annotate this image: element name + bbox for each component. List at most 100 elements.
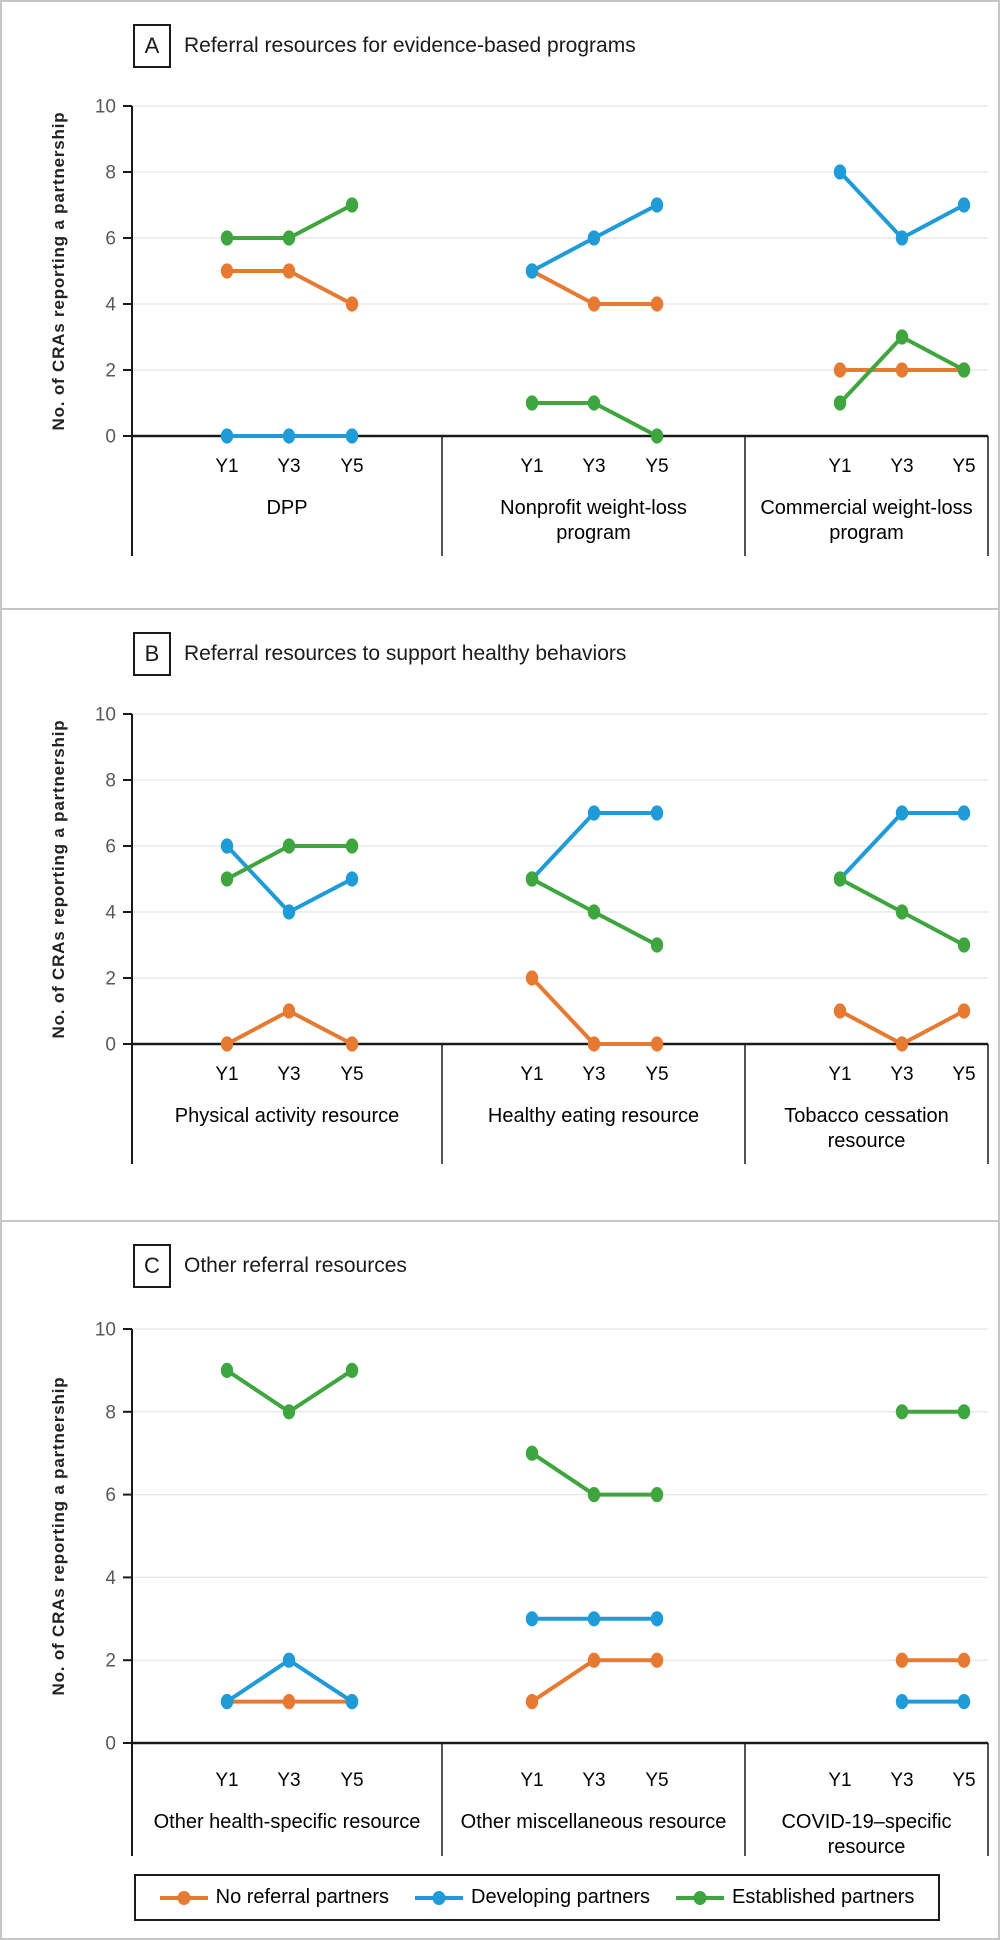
x-tick-label: Y1 — [828, 1770, 851, 1791]
legend-item: Established partners — [676, 1886, 914, 1909]
group-label: Tobacco cessation resource — [784, 1105, 949, 1152]
y-axis-label: No. of CRAs reporting a partnership — [49, 111, 68, 431]
data-point — [587, 296, 601, 312]
panel-a: 0 2 4 6 8 10 Y1 Y3 Y5 Y1 Y3 Y5 Y1 Y3 Y5 A Referral res… — [2, 2, 998, 608]
x-tick-label: Y3 — [582, 1770, 605, 1791]
legend-item: Developing partners — [415, 1886, 650, 1909]
y-tick-label: 10 — [95, 97, 116, 118]
y-tick-label: 0 — [105, 1734, 116, 1755]
data-point — [345, 1362, 359, 1378]
data-point — [587, 904, 601, 920]
group-label: Healthy eating resource — [487, 1105, 700, 1127]
data-point — [650, 1487, 664, 1503]
data-point — [957, 1694, 971, 1710]
panel-c-title: Other referral resources — [184, 1254, 407, 1277]
data-point — [525, 1611, 539, 1627]
y-tick-label: 0 — [105, 427, 116, 448]
panel-b-title: Referral resources to support healthy be… — [184, 642, 627, 665]
y-tick-label: 10 — [95, 705, 116, 726]
data-point — [282, 838, 296, 854]
group-label: Other health-specific resource — [153, 1811, 421, 1833]
data-point — [833, 362, 847, 378]
panel-letter: C — [144, 1253, 160, 1278]
x-tick-label: Y3 — [277, 456, 300, 477]
x-tick-label: Y1 — [828, 1064, 851, 1085]
panel-letter: B — [144, 641, 160, 666]
y-tick-label: 4 — [105, 295, 116, 316]
x-tick-label: Y3 — [582, 456, 605, 477]
x-tick-label: Y5 — [645, 1064, 668, 1085]
data-point — [220, 871, 234, 887]
legend-label: Developing partners — [471, 1886, 651, 1908]
data-point — [525, 395, 539, 411]
data-point — [895, 1404, 909, 1420]
y-axis-label: No. of CRAs reporting a partnership — [49, 1376, 68, 1696]
x-tick-label: Y1 — [520, 456, 543, 477]
data-point — [957, 362, 971, 378]
data-point — [525, 871, 539, 887]
y-tick-label: 8 — [105, 1402, 116, 1423]
panel-a-title-row: A Referral resources for evidence-based … — [133, 24, 636, 68]
data-point — [587, 1036, 601, 1052]
data-point — [525, 1445, 539, 1461]
x-tick-label: Y3 — [277, 1770, 300, 1791]
data-point — [650, 428, 664, 444]
data-point — [650, 1611, 664, 1627]
x-tick-label: Y5 — [340, 1064, 363, 1085]
data-point — [895, 329, 909, 345]
group-label: Other miscellaneous resource — [460, 1811, 727, 1833]
chart-plot: 0 2 4 6 8 10 Y1 Y3 Y5 Y1 Y3 Y5 Y1 Y3 Y5 — [95, 97, 989, 556]
y-tick-label: 10 — [95, 1320, 116, 1341]
data-point — [282, 1003, 296, 1019]
x-tick-label: Y1 — [828, 456, 851, 477]
data-point — [650, 1036, 664, 1052]
data-point — [957, 1003, 971, 1019]
y-tick-label: 8 — [105, 771, 116, 792]
data-point — [525, 1694, 539, 1710]
group-label: COVID-19–specific resource — [781, 1811, 952, 1858]
y-tick-label: 2 — [105, 361, 116, 382]
y-tick-label: 4 — [105, 903, 116, 924]
data-point — [220, 1362, 234, 1378]
data-point — [345, 871, 359, 887]
y-tick-label: 6 — [105, 837, 116, 858]
data-point — [833, 395, 847, 411]
legend-label: Established partners — [732, 1886, 915, 1908]
data-point — [650, 805, 664, 821]
data-point — [650, 1652, 664, 1668]
x-tick-label: Y3 — [890, 1770, 913, 1791]
panel-c-chart: 0 2 4 6 8 10 Y1 Y3 Y5 Y1 Y3 Y5 Y1 Y3 Y5 — [2, 1222, 998, 1938]
data-point — [587, 230, 601, 246]
x-tick-label: Y5 — [645, 1770, 668, 1791]
legend: No referral partners Developing partners… — [134, 1874, 940, 1921]
x-tick-label: Y5 — [952, 456, 975, 477]
group-label: Commercial weight-loss program — [760, 497, 973, 544]
data-point — [957, 197, 971, 213]
legend-item: No referral partners — [159, 1886, 389, 1909]
chart-plot: 0 2 4 6 8 10 Y1 Y3 Y5 Y1 Y3 Y5 Y1 Y3 Y5 — [95, 705, 989, 1164]
data-point — [345, 838, 359, 854]
x-tick-label: Y5 — [645, 456, 668, 477]
panel-a-title: Referral resources for evidence-based pr… — [184, 34, 636, 57]
data-point — [650, 937, 664, 953]
panel-c-title-row: C Other referral resources — [133, 1244, 407, 1288]
x-tick-label: Y5 — [952, 1770, 975, 1791]
x-tick-label: Y1 — [215, 456, 238, 477]
data-point — [833, 1003, 847, 1019]
group-label: Physical activity resource — [174, 1105, 400, 1127]
data-point — [525, 970, 539, 986]
panel-b-letter-box: B — [133, 632, 171, 676]
panel-a-chart: 0 2 4 6 8 10 Y1 Y3 Y5 Y1 Y3 Y5 Y1 Y3 Y5 — [2, 2, 998, 608]
y-tick-label: 8 — [105, 163, 116, 184]
data-point — [220, 838, 234, 854]
data-point — [833, 871, 847, 887]
data-point — [220, 230, 234, 246]
panel-letter: A — [144, 33, 160, 58]
x-tick-label: Y1 — [520, 1064, 543, 1085]
data-point — [895, 1694, 909, 1710]
legend-swatch-established-partners-icon — [676, 1895, 725, 1900]
series-line — [530, 976, 657, 1046]
data-point — [220, 1036, 234, 1052]
panel-b: 0 2 4 6 8 10 Y1 Y3 Y5 Y1 Y3 Y5 Y1 Y3 Y5 B Referral res… — [2, 608, 998, 1220]
